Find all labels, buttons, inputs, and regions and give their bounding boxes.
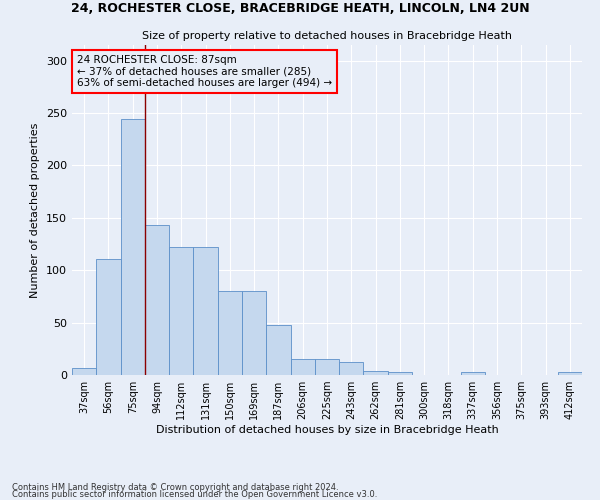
- Bar: [558, 372, 582, 375]
- Bar: [339, 362, 364, 375]
- Bar: [218, 291, 242, 375]
- Bar: [266, 324, 290, 375]
- Bar: [388, 372, 412, 375]
- Bar: [290, 360, 315, 375]
- Text: 24 ROCHESTER CLOSE: 87sqm
← 37% of detached houses are smaller (285)
63% of semi: 24 ROCHESTER CLOSE: 87sqm ← 37% of detac…: [77, 55, 332, 88]
- Text: Contains public sector information licensed under the Open Government Licence v3: Contains public sector information licen…: [12, 490, 377, 499]
- Bar: [242, 291, 266, 375]
- X-axis label: Distribution of detached houses by size in Bracebridge Heath: Distribution of detached houses by size …: [155, 425, 499, 435]
- Bar: [121, 120, 145, 375]
- Bar: [169, 247, 193, 375]
- Bar: [364, 371, 388, 375]
- Bar: [145, 225, 169, 375]
- Bar: [315, 360, 339, 375]
- Y-axis label: Number of detached properties: Number of detached properties: [31, 122, 40, 298]
- Bar: [461, 372, 485, 375]
- Bar: [72, 368, 96, 375]
- Text: Contains HM Land Registry data © Crown copyright and database right 2024.: Contains HM Land Registry data © Crown c…: [12, 484, 338, 492]
- Text: 24, ROCHESTER CLOSE, BRACEBRIDGE HEATH, LINCOLN, LN4 2UN: 24, ROCHESTER CLOSE, BRACEBRIDGE HEATH, …: [71, 2, 529, 16]
- Title: Size of property relative to detached houses in Bracebridge Heath: Size of property relative to detached ho…: [142, 32, 512, 42]
- Bar: [96, 258, 121, 375]
- Bar: [193, 247, 218, 375]
